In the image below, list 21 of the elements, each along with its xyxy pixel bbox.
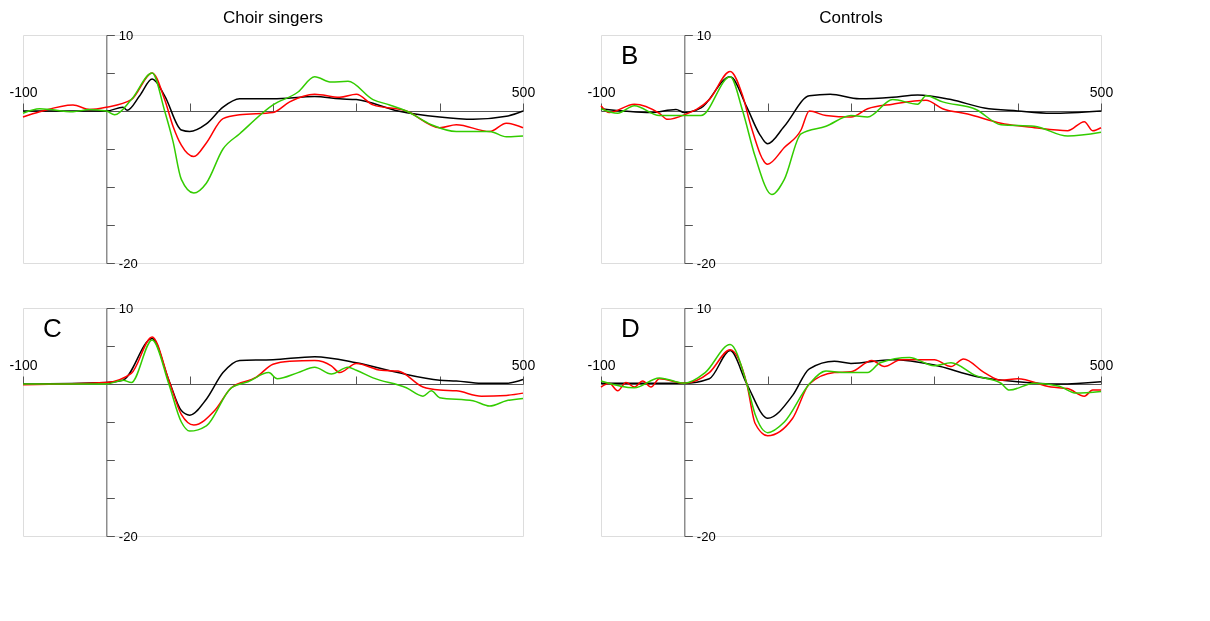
x-tick-label: 500 [511, 83, 536, 100]
chart-title: Choir singers [222, 8, 324, 27]
y-tick-label: 10 [696, 300, 712, 316]
x-tick-label: -100 [587, 356, 616, 373]
x-tick-label: 500 [511, 356, 536, 373]
x-tick-label: -100 [587, 83, 616, 100]
annotation: D [621, 313, 640, 343]
y-tick-label: 10 [696, 27, 712, 43]
y-tick-label: -20 [118, 255, 138, 271]
x-tick-label: 500 [1089, 83, 1114, 100]
y-tick-label: -20 [118, 528, 138, 544]
y-tick-label: -20 [696, 528, 716, 544]
x-tick-label: 500 [1089, 356, 1114, 373]
annotation: B [621, 40, 639, 70]
y-tick-label: -20 [696, 255, 716, 271]
annotation: C [43, 313, 62, 343]
x-tick-label: -100 [9, 83, 38, 100]
x-tick-label: -100 [9, 356, 38, 373]
y-tick-label: 10 [118, 27, 134, 43]
chart-title: Controls [819, 8, 883, 27]
y-tick-label: 10 [118, 300, 134, 316]
